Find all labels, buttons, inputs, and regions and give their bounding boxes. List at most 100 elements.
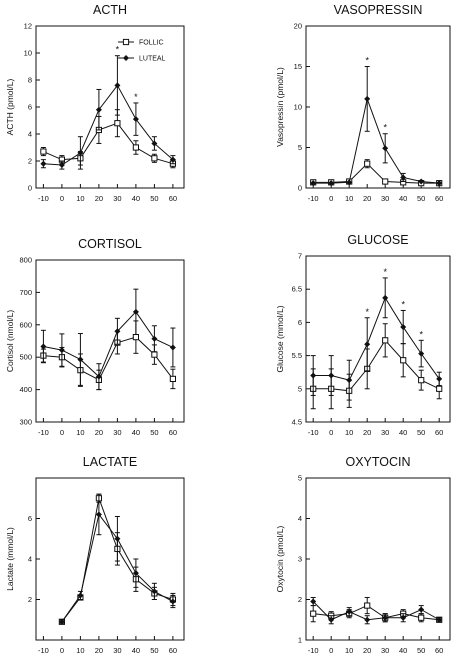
x-tick-label: 20 <box>363 194 371 203</box>
y-tick-label: 2 <box>28 157 32 166</box>
y-tick-label: 4 <box>28 130 32 139</box>
data-point-follic <box>418 614 425 621</box>
data-point-luteal <box>364 616 371 623</box>
data-point-luteal <box>418 178 425 185</box>
x-tick-label: -10 <box>38 428 49 437</box>
y-tick-label: 500 <box>19 353 32 362</box>
significance-star: * <box>419 329 423 339</box>
data-point-follic <box>364 602 371 609</box>
x-tick-label: 20 <box>95 194 103 203</box>
x-tick-label: 60 <box>169 428 177 437</box>
x-tick-label: 10 <box>76 646 84 655</box>
data-point-luteal <box>418 350 425 357</box>
series-line-luteal <box>43 311 174 378</box>
x-tick-label: 30 <box>113 194 121 203</box>
x-tick-label: 50 <box>150 428 158 437</box>
data-point-follic <box>364 160 371 167</box>
data-point-follic <box>169 375 177 383</box>
data-point-luteal <box>114 82 121 89</box>
y-axis-label: Oxytocin (pmol/L) <box>275 526 285 593</box>
x-tick-label: 10 <box>345 194 353 203</box>
chart-title: CORTISOL <box>78 237 142 251</box>
x-tick-label: -10 <box>308 646 319 655</box>
significance-star: * <box>134 92 138 102</box>
series-line-luteal <box>313 296 440 381</box>
x-tick-label: 0 <box>60 428 64 437</box>
data-point-follic <box>151 351 158 358</box>
data-point-luteal <box>40 160 47 167</box>
y-tick-label: 6 <box>28 103 32 112</box>
y-tick-label: 6 <box>298 318 302 327</box>
data-point-luteal <box>169 344 176 351</box>
y-tick-label: 0 <box>28 184 32 193</box>
y-tick-label: 8 <box>28 76 32 85</box>
x-tick-label: 60 <box>435 646 443 655</box>
panel-glucose: GLUCOSE 4.5 5 5.5 6 6.5 7 -10 0 10 20 30 40 50 60 Gluco… <box>275 233 451 437</box>
panel-vasopressin: VASOPRESSIN 0 5 10 15 20 -10 0 10 20 30 40 50 60 Vasop… <box>275 3 451 203</box>
significance-star: * <box>365 56 369 66</box>
y-tick-label: 15 <box>294 62 302 71</box>
chart-title: OXYTOCIN <box>345 455 410 469</box>
y-tick-label: 2 <box>298 595 302 604</box>
data-point-follic <box>151 155 158 162</box>
y-tick-label: 400 <box>19 385 32 394</box>
y-tick-label: 3 <box>298 555 302 564</box>
plot-frame <box>35 259 185 423</box>
y-tick-label: 5 <box>298 474 302 483</box>
legend: FOLLIC LUTEAL <box>118 38 166 63</box>
x-tick-label: 50 <box>417 428 425 437</box>
data-point-luteal <box>169 598 176 605</box>
x-tick-label: 50 <box>417 194 425 203</box>
data-point-luteal <box>382 614 389 621</box>
data-point-luteal <box>328 372 335 379</box>
y-axis-label: Cortisol (nmol/L) <box>5 310 15 373</box>
x-tick-label: 60 <box>169 646 177 655</box>
data-point-luteal <box>436 616 443 623</box>
series-line-luteal <box>43 84 174 166</box>
y-tick-label: 700 <box>19 288 32 297</box>
chart-title: LACTATE <box>83 455 137 469</box>
y-axis-label: Lactate (mmol/L) <box>5 527 15 591</box>
data-point-follic <box>40 148 47 155</box>
x-tick-label: 0 <box>329 194 333 203</box>
y-tick-label: 5 <box>298 384 302 393</box>
data-point-luteal <box>364 95 371 102</box>
data-point-luteal <box>95 106 102 113</box>
legend-label-follic: FOLLIC <box>139 40 164 47</box>
y-tick-label: 2 <box>28 595 32 604</box>
y-tick-label: 12 <box>24 22 32 31</box>
x-tick-label: 40 <box>132 428 140 437</box>
x-tick-label: -10 <box>38 194 49 203</box>
x-tick-label: 50 <box>150 646 158 655</box>
x-tick-label: 0 <box>60 194 64 203</box>
series-line-luteal <box>312 601 440 621</box>
significance-star: * <box>383 267 387 277</box>
panel-lactate: LACTATE 2 4 6 -10 0 10 20 30 40 50 60 Lactate (mmol/… <box>5 455 185 655</box>
x-tick-label: 0 <box>60 646 64 655</box>
data-point-luteal <box>114 535 121 542</box>
data-point-follic <box>382 337 389 344</box>
data-point-luteal <box>346 608 353 615</box>
data-point-follic <box>114 120 121 127</box>
panel-acth: ACTH 0 2 4 6 8 10 12 -10 0 10 20 30 40 50 60 ACTH (pmol/… <box>5 3 185 203</box>
data-point-luteal <box>58 618 65 625</box>
y-tick-label: 4 <box>298 514 302 523</box>
data-point-luteal <box>169 156 176 163</box>
data-point-luteal <box>364 341 371 348</box>
x-tick-label: 40 <box>399 646 407 655</box>
chart-title: GLUCOSE <box>347 233 408 247</box>
x-tick-label: 40 <box>399 428 407 437</box>
plot-frame <box>35 477 185 641</box>
legend-marker-luteal <box>123 55 129 61</box>
y-tick-label: 800 <box>19 256 32 265</box>
data-point-luteal <box>310 372 317 379</box>
significance-star: * <box>401 299 405 309</box>
plot-frame <box>305 25 451 189</box>
data-point-luteal <box>77 149 84 156</box>
data-point-luteal <box>58 347 65 354</box>
data-point-follic <box>132 144 140 151</box>
significance-star: * <box>365 307 369 317</box>
x-tick-label: 60 <box>435 194 443 203</box>
y-tick-label: 300 <box>19 418 32 427</box>
